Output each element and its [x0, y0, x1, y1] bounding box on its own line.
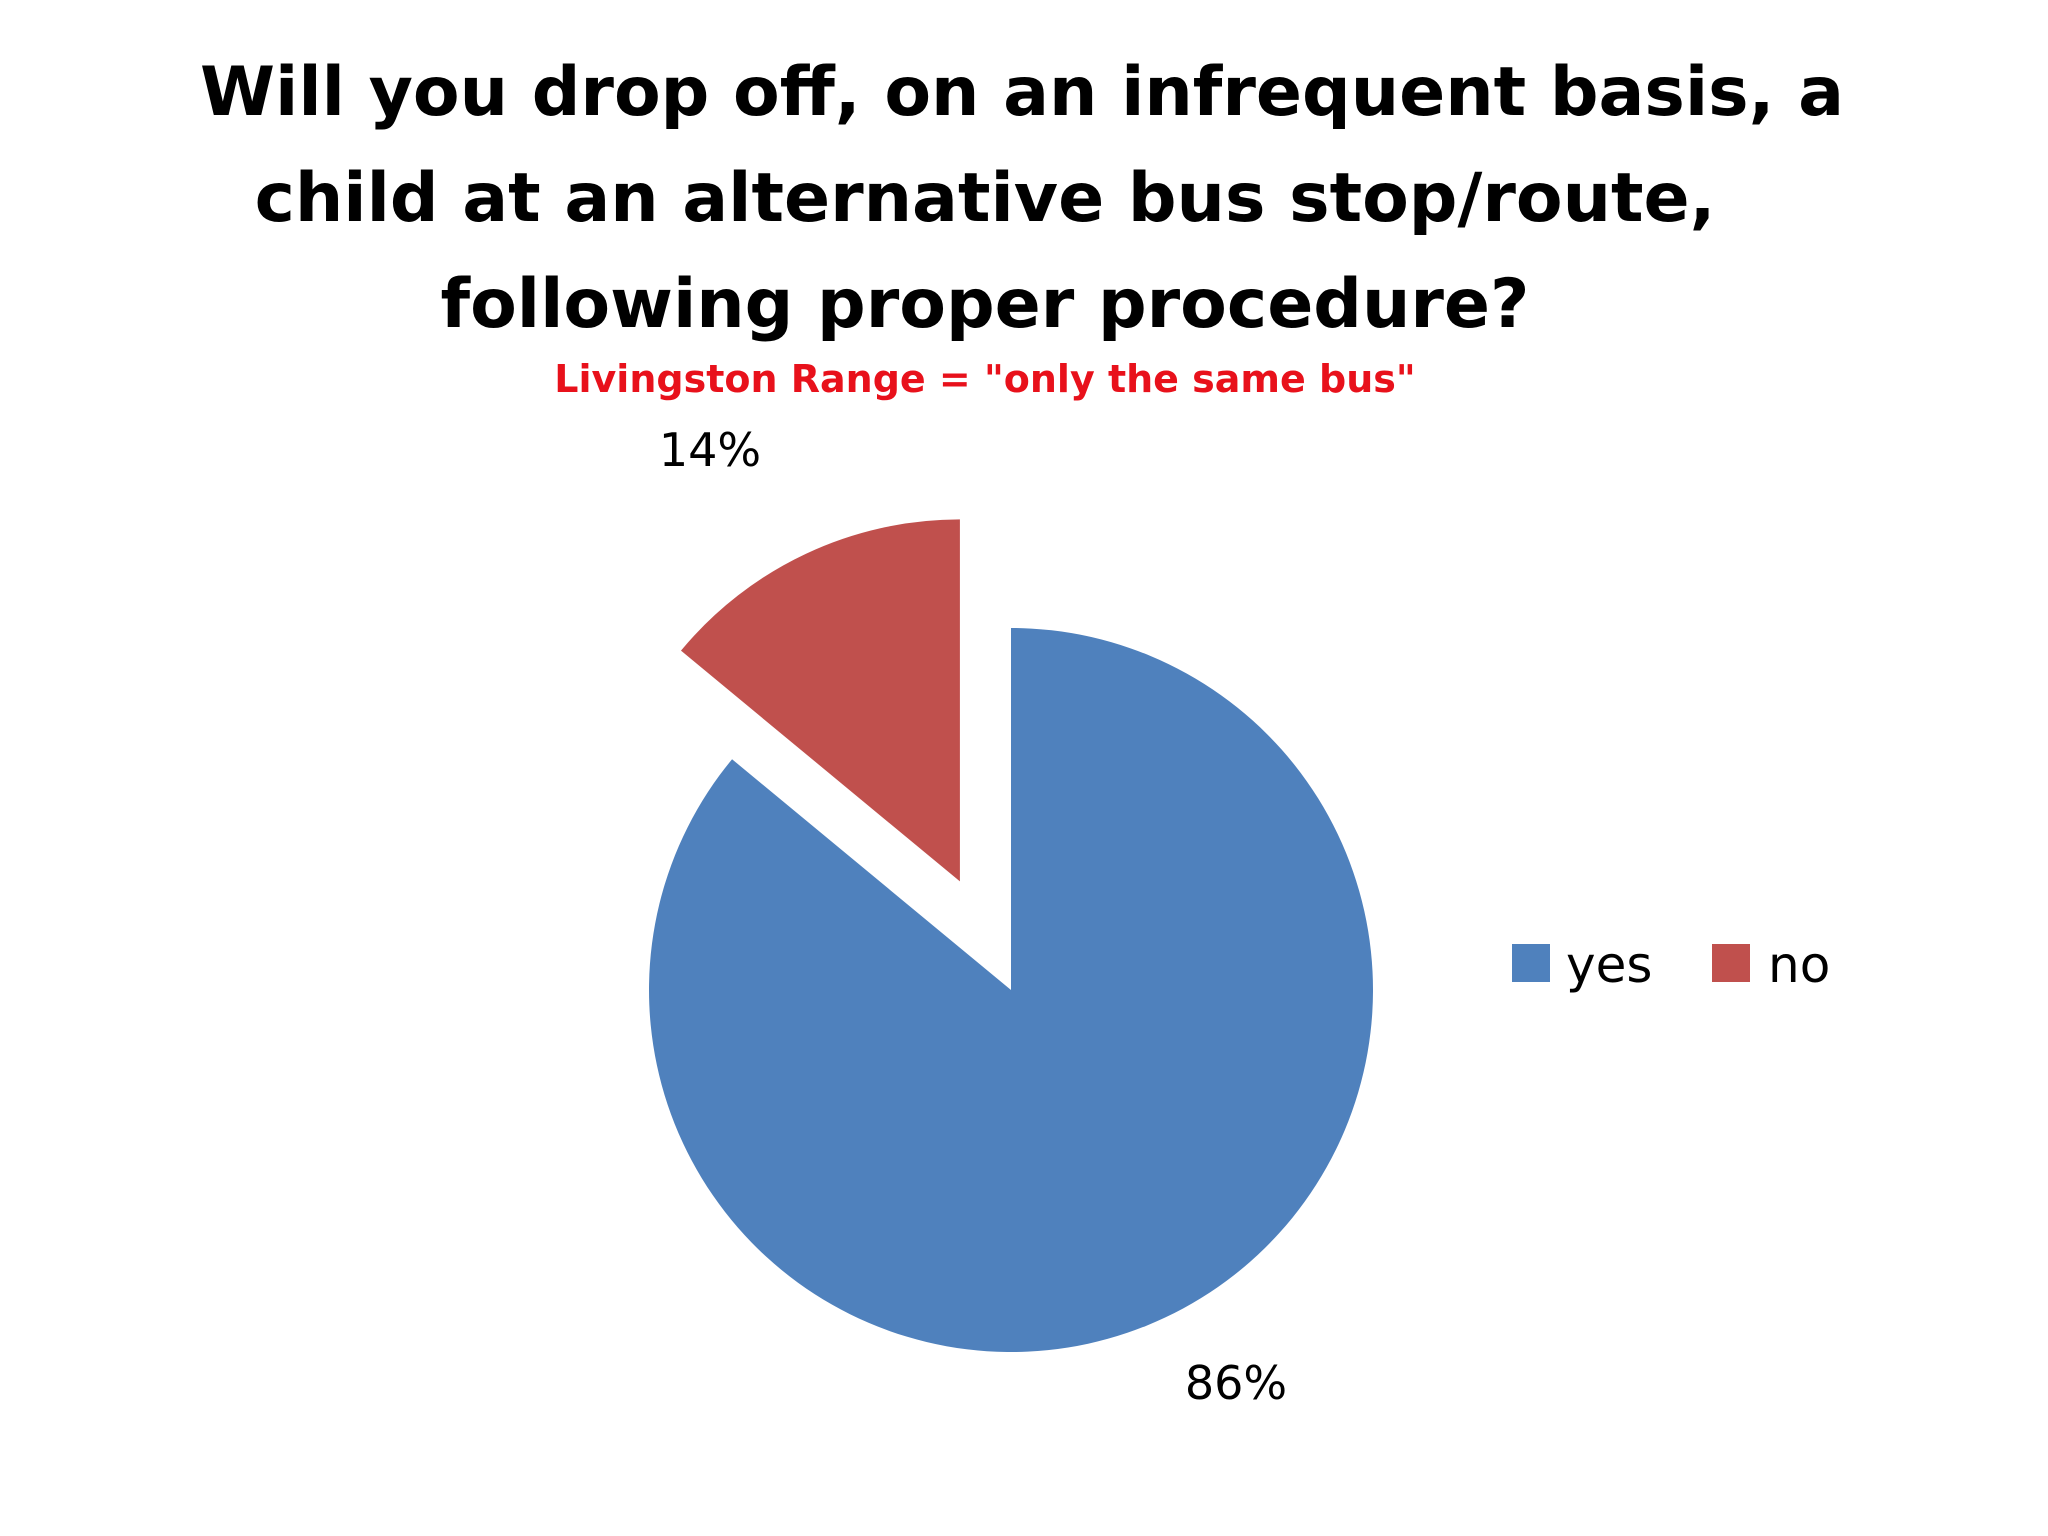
legend: yes no [1512, 936, 1830, 994]
legend-label-yes: yes [1566, 936, 1652, 994]
data-label-yes: 86% [1185, 1356, 1287, 1410]
chart-title-line-3: following proper procedure? [440, 265, 1530, 344]
chart-subtitle: Livingston Range = "only the same bus" [554, 357, 1416, 401]
pie-slice-no [680, 519, 960, 882]
pie-slices [649, 519, 1374, 1352]
chart-title-line-1: Will you drop off, on an infrequent basi… [200, 53, 1845, 132]
legend-swatch-yes [1512, 944, 1550, 982]
chart-title: Will you drop off, on an infrequent basi… [200, 40, 1845, 358]
pie-slice-yes [649, 628, 1374, 1352]
chart-title-line-2: child at an alternative bus stop/route, [254, 159, 1716, 238]
legend-swatch-no [1712, 944, 1750, 982]
legend-label-no: no [1768, 936, 1830, 994]
data-label-no: 14% [659, 423, 761, 477]
